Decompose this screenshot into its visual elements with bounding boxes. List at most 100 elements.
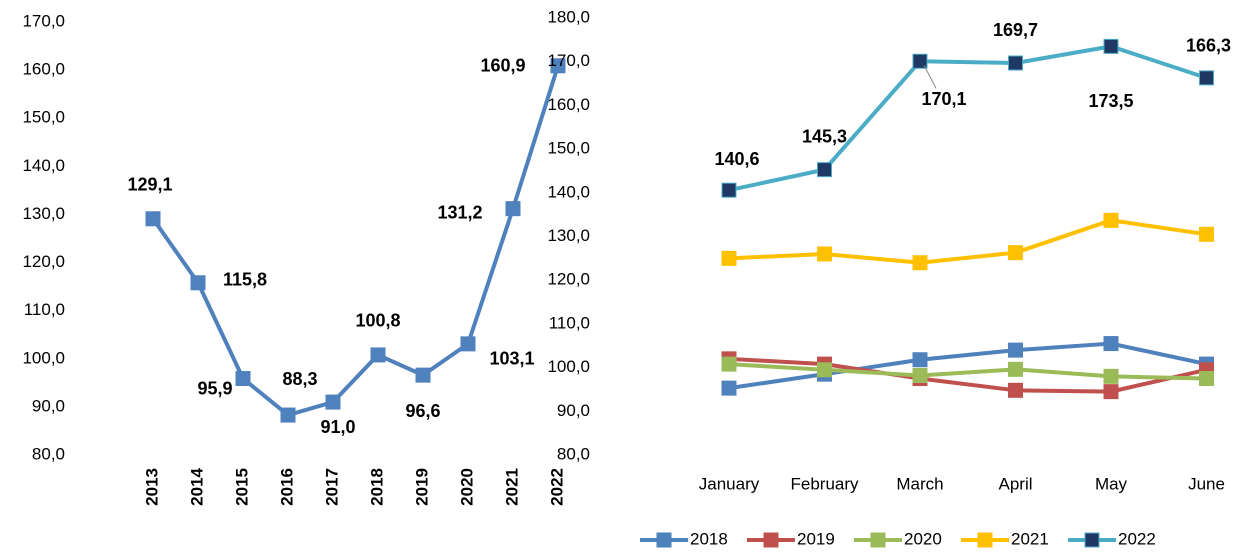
marker [1103,368,1119,384]
y-tick-label: 100,0 [22,348,65,367]
legend-label: 2018 [690,529,728,548]
marker [1199,371,1214,387]
y-tick-label: 130,0 [22,204,65,223]
y-tick-label: 140,0 [22,156,65,175]
line [151,65,560,418]
marker [370,347,386,363]
marker [1008,382,1023,398]
y-tick-label: 100,0 [547,357,590,376]
data-label: 169,7 [993,20,1038,40]
data-label: 100,8 [355,311,400,331]
marker [415,367,431,383]
marker [912,53,928,69]
marker [190,275,206,291]
data-label: 129,1 [127,175,172,195]
marker [721,356,737,372]
y-tick-label: 80,0 [32,444,65,463]
marker [912,255,928,271]
marker [1103,212,1119,228]
marker [817,162,832,178]
line [728,356,1207,394]
legend-marker [656,532,672,548]
x-tick-label: 2013 [142,468,161,506]
y-tick-label: 80,0 [557,444,590,463]
marker [817,362,832,378]
y-tick-label: 110,0 [549,313,590,332]
marker [1103,384,1119,400]
data-label: 96,6 [405,401,440,421]
marker [1008,342,1023,358]
legend-marker [1084,532,1100,548]
marker [1008,55,1023,71]
line [728,362,1207,381]
marker [721,250,737,266]
y-tick-label: 130,0 [547,226,590,245]
legend-marker [870,532,886,548]
y-tick-label: 150,0 [547,139,590,158]
marker [280,407,296,423]
legend-label: 2022 [1118,529,1156,548]
data-label: 103,1 [489,349,534,369]
data-label: 170,1 [921,89,966,109]
marker [1103,336,1119,352]
marker [817,246,832,262]
marker [1199,70,1214,86]
y-tick-label: 160,0 [22,60,65,79]
marker [1008,361,1023,377]
x-tick-label: 2017 [322,468,341,506]
y-tick-label: 160,0 [547,95,590,114]
data-label: 115,8 [223,270,267,290]
x-tick-label: 2020 [457,468,476,506]
data-label: 95,9 [197,378,232,398]
y-tick-label: 120,0 [22,252,65,271]
y-tick-label: 180,0 [547,7,590,26]
marker [721,380,737,396]
y-tick-label: 170,0 [22,11,65,30]
x-tick-label: 2019 [412,468,431,506]
y-tick-label: 140,0 [547,182,590,201]
marker [1008,245,1023,261]
data-label: 91,0 [320,417,355,437]
marker [721,182,737,198]
x-tick-label: 2015 [232,468,251,506]
marker [550,58,566,74]
legend-label: 2021 [1011,529,1049,548]
y-tick-label: 90,0 [557,401,590,420]
marker [145,211,161,227]
marker [912,367,928,383]
x-tick-label: January [699,474,760,493]
leader-line [923,65,937,89]
data-label: 140,6 [714,149,759,169]
x-tick-label: 2022 [547,468,566,506]
y-tick-label: 150,0 [22,108,65,127]
legend-label: 2020 [904,529,942,548]
y-tick-label: 120,0 [547,270,590,289]
y-tick-label: 90,0 [32,396,65,415]
data-label: 160,9 [480,56,525,76]
line [728,341,1207,391]
x-tick-label: June [1188,474,1225,493]
x-tick-label: 2016 [277,468,296,506]
x-tick-label: 2014 [187,467,206,505]
line [728,218,1207,265]
y-tick-label: 110,0 [24,300,65,319]
marker [912,352,928,368]
legend-label: 2019 [797,529,835,548]
data-label: 166,3 [1186,36,1231,56]
data-label: 173,5 [1088,91,1133,111]
x-tick-label: March [896,474,943,493]
x-tick-label: February [790,474,859,493]
data-label: 131,2 [437,202,482,222]
data-label: 88,3 [282,369,317,389]
x-tick-label: 2018 [367,468,386,506]
line [728,44,1208,193]
legend-marker [977,532,993,548]
data-label: 145,3 [802,126,847,146]
marker [505,201,521,217]
x-tick-label: 2021 [502,468,521,506]
marker [325,394,341,410]
x-tick-label: May [1095,474,1128,493]
marker [235,371,251,387]
x-tick-label: April [998,474,1032,493]
